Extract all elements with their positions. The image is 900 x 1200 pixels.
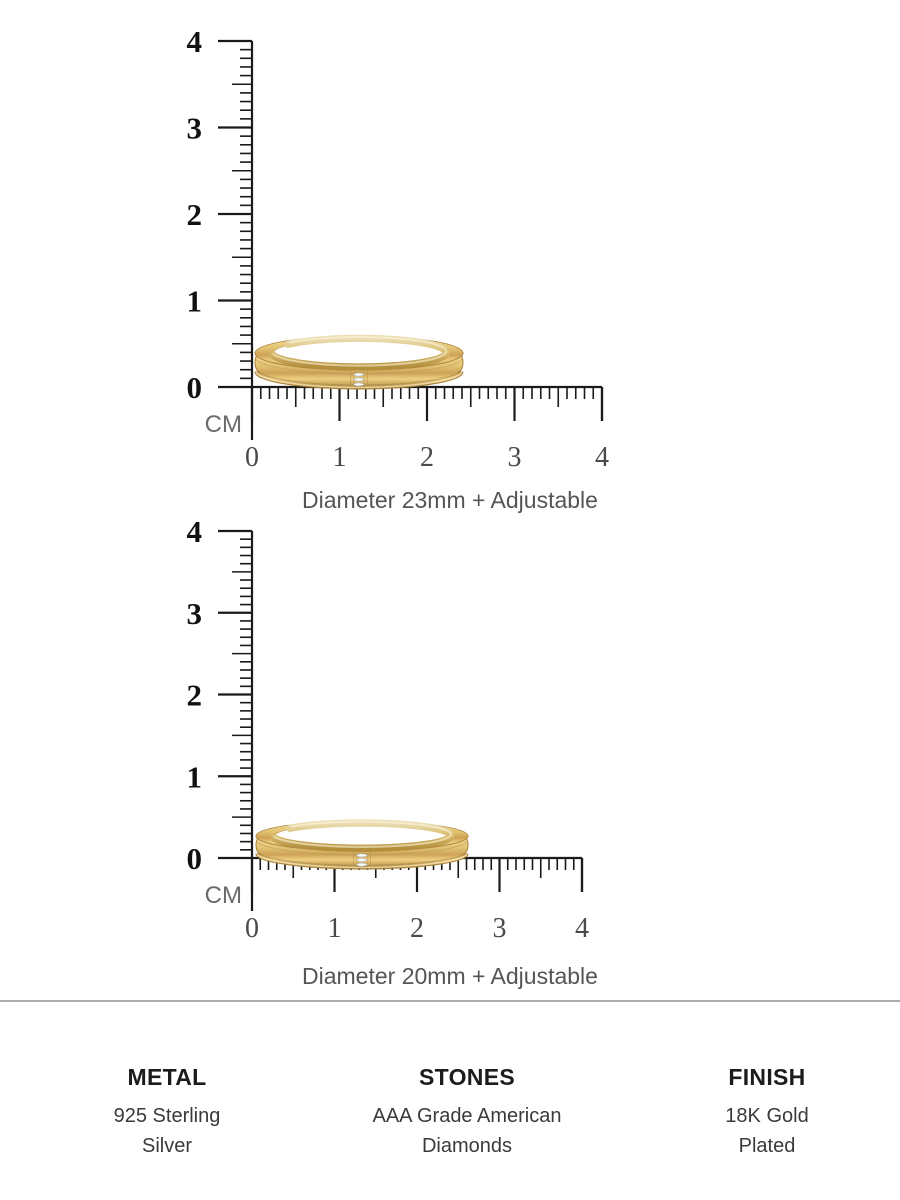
svg-text:0: 0 bbox=[187, 370, 203, 405]
svg-text:4: 4 bbox=[187, 514, 203, 549]
svg-text:3: 3 bbox=[493, 913, 507, 944]
svg-text:1: 1 bbox=[187, 284, 203, 319]
svg-text:3: 3 bbox=[187, 111, 203, 146]
svg-text:2: 2 bbox=[410, 913, 424, 944]
svg-text:2: 2 bbox=[420, 442, 434, 473]
svg-text:2: 2 bbox=[187, 678, 203, 713]
svg-text:0: 0 bbox=[187, 841, 203, 876]
svg-text:1: 1 bbox=[333, 442, 347, 473]
svg-text:4: 4 bbox=[187, 24, 203, 59]
svg-text:0: 0 bbox=[245, 913, 259, 944]
svg-text:2: 2 bbox=[187, 197, 203, 232]
svg-text:4: 4 bbox=[575, 913, 589, 944]
svg-text:3: 3 bbox=[508, 442, 522, 473]
svg-text:4: 4 bbox=[595, 442, 609, 473]
svg-text:3: 3 bbox=[187, 596, 203, 631]
svg-text:0: 0 bbox=[245, 442, 259, 473]
svg-text:1: 1 bbox=[328, 913, 342, 944]
svg-text:CM: CM bbox=[205, 882, 242, 909]
svg-text:CM: CM bbox=[205, 411, 242, 438]
svg-text:1: 1 bbox=[187, 759, 203, 794]
